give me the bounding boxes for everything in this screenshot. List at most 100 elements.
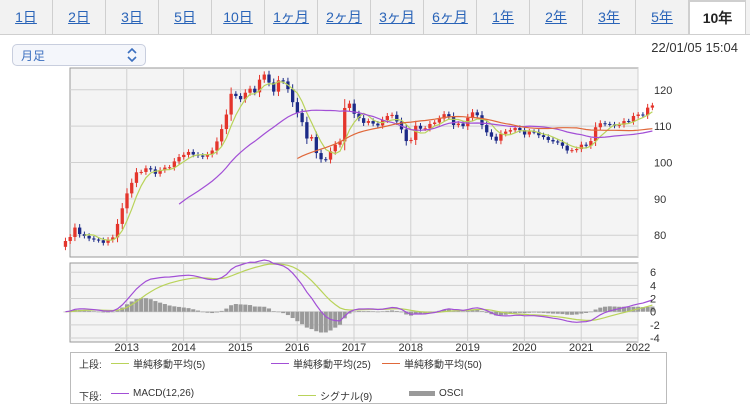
- tab-4[interactable]: 10日: [212, 0, 265, 34]
- tab-2[interactable]: 3日: [106, 0, 159, 34]
- osci-bar: [319, 311, 324, 333]
- candle-body: [134, 172, 139, 183]
- tab-0[interactable]: 1日: [0, 0, 53, 34]
- osci-bar: [479, 311, 485, 312]
- tab-7[interactable]: 3ヶ月: [371, 0, 424, 34]
- candle-body: [409, 139, 413, 142]
- interval-select[interactable]: 月足: [12, 44, 146, 66]
- candle-body: [201, 155, 205, 157]
- osci-bar: [527, 311, 532, 313]
- osci-bar: [413, 311, 418, 315]
- candle-body: [593, 127, 598, 142]
- tab-11[interactable]: 3年: [583, 0, 636, 34]
- legend-label: MACD(12,26): [133, 388, 195, 399]
- candle-body: [262, 74, 266, 80]
- osci-bar: [181, 307, 186, 312]
- candle-body: [243, 92, 247, 100]
- tab-9[interactable]: 1年: [477, 0, 530, 34]
- candle-body: [248, 88, 252, 93]
- candle-body: [432, 122, 437, 124]
- osci-bar: [124, 304, 130, 312]
- candle-body: [598, 123, 602, 128]
- x-tick-label: 2022: [626, 342, 650, 352]
- osci-bar: [219, 310, 224, 312]
- osci-bar: [276, 311, 281, 313]
- candle-body: [333, 144, 337, 152]
- osci-bar: [328, 311, 333, 331]
- tab-10[interactable]: 2年: [530, 0, 583, 34]
- candle-body: [385, 115, 389, 120]
- osci-bar: [366, 311, 371, 312]
- candle-body: [489, 132, 494, 137]
- osci-bar: [380, 311, 385, 313]
- period-tabs: 1日 2日 3日 5日 10日 1ヶ月 2ヶ月 3ヶ月 6ヶ月 1年 2年 3年 5年 10年: [0, 0, 750, 35]
- candle-body: [376, 123, 380, 126]
- osci-bar: [394, 310, 399, 312]
- tab-12[interactable]: 5年: [636, 0, 689, 34]
- candle-body: [522, 130, 527, 135]
- sma25-line: [178, 109, 653, 205]
- candle-body: [541, 135, 546, 138]
- candle-body: [560, 142, 565, 146]
- osci-bar: [115, 310, 120, 312]
- osci-bar: [290, 311, 295, 319]
- osci-bar: [494, 311, 499, 316]
- moving-average-lines: [84, 81, 653, 241]
- tab-3[interactable]: 5日: [159, 0, 212, 34]
- osci-bar: [101, 311, 106, 313]
- candle-body: [257, 79, 262, 93]
- candle-body: [636, 114, 640, 116]
- candle-body: [608, 123, 612, 125]
- osci-bar: [252, 306, 257, 312]
- legend-label: 単純移動平均(50): [404, 360, 482, 371]
- tab-13[interactable]: 10年: [689, 0, 746, 34]
- osci-bar: [314, 311, 319, 332]
- osci-bar: [484, 311, 489, 313]
- osci-bar: [555, 311, 560, 314]
- tab-8[interactable]: 6ヶ月: [424, 0, 477, 34]
- legend-label: 単純移動平均(5): [133, 360, 206, 371]
- candle-body: [238, 95, 243, 100]
- candle-body: [87, 235, 91, 239]
- candle-body: [579, 144, 584, 150]
- candle-body: [111, 237, 115, 240]
- candle-body: [338, 141, 342, 145]
- tab-6[interactable]: 2ヶ月: [318, 0, 371, 34]
- candle-body: [177, 157, 181, 162]
- timestamp: 22/01/05 15:04: [651, 40, 738, 55]
- osci-bar: [640, 307, 645, 312]
- chart-svg: 2013 2014 2015 2016 2017 2018 2019 2020 2021 2022…: [63, 67, 672, 352]
- candle-body: [461, 123, 465, 127]
- candle-body: [163, 167, 167, 171]
- osci-bar: [626, 307, 631, 312]
- candle-body: [267, 74, 271, 83]
- candle-body: [361, 118, 366, 123]
- osci-bar: [333, 311, 338, 328]
- osci-bar: [588, 311, 593, 313]
- osci-bar: [243, 304, 248, 312]
- legend-item-sma25: 単純移動平均(25): [271, 356, 371, 371]
- osci-bar: [158, 302, 163, 312]
- osci-bar: [470, 310, 475, 312]
- candle-body: [125, 193, 129, 209]
- osci-bar: [172, 306, 177, 312]
- osci-bar: [465, 311, 470, 312]
- candle-body: [186, 151, 191, 155]
- y-tick-label: 100: [654, 158, 672, 170]
- osci-bar: [361, 311, 366, 312]
- candle-body: [115, 223, 120, 238]
- osci-bar: [195, 310, 201, 312]
- osci-bar: [550, 311, 556, 314]
- candle-body: [281, 80, 285, 82]
- x-tick-label: 2021: [569, 342, 593, 352]
- candle-body: [423, 128, 427, 130]
- candle-body: [234, 93, 238, 96]
- candle-body: [319, 153, 323, 160]
- candle-body: [120, 208, 124, 224]
- osci-bar: [300, 311, 305, 325]
- legend-upper-row: 上段: 単純移動平均(5) 単純移動平均(25) 単純移動平均(50): [71, 354, 666, 371]
- osci-bar: [210, 311, 215, 314]
- tab-1[interactable]: 2日: [53, 0, 106, 34]
- tab-5[interactable]: 1ヶ月: [265, 0, 318, 34]
- x-tick-label: 2017: [342, 342, 366, 352]
